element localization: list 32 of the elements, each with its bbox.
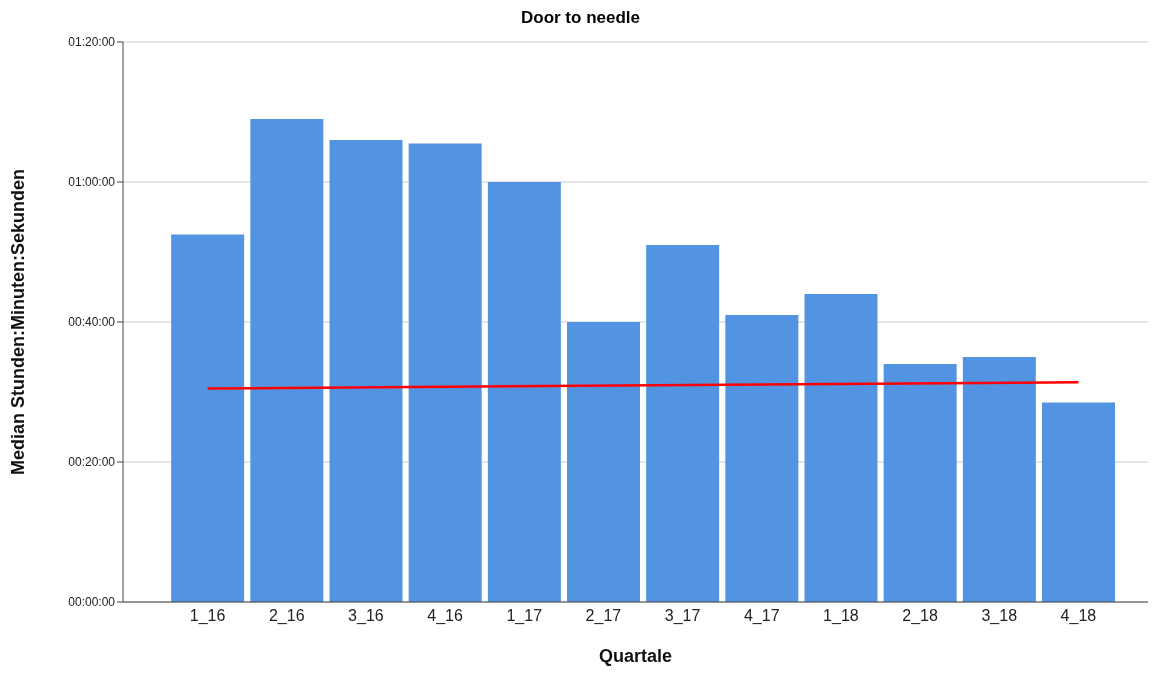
x-tick-label: 3_18: [981, 607, 1018, 626]
x-tick-label: 3_17: [664, 607, 701, 626]
x-tick-label: 4_17: [743, 607, 780, 626]
x-tick-label: 1_16: [189, 607, 226, 626]
y-tick-label: 00:20:00: [68, 455, 116, 470]
x-tick-label: 1_17: [506, 607, 543, 626]
bar: [646, 245, 720, 602]
y-tick-label: 00:40:00: [68, 315, 116, 330]
y-axis-title: Median Stunden:Minuten:Sekunden: [8, 169, 29, 475]
bar: [804, 294, 878, 602]
bar: [487, 182, 561, 602]
x-tick-label: 3_16: [348, 607, 384, 626]
x-axis-title: Quartale: [598, 646, 673, 666]
bar: [1042, 402, 1115, 602]
y-tick-label: 00:00:00: [68, 595, 116, 610]
bar: [171, 234, 245, 602]
bar: [725, 315, 799, 602]
bar: [250, 119, 324, 602]
x-tick-label: 1_18: [823, 607, 859, 626]
bar: [883, 364, 957, 602]
x-tick-label: 2_18: [902, 607, 938, 626]
bar: [962, 357, 1036, 602]
x-tick-label: 4_16: [427, 607, 463, 626]
bar: [567, 322, 640, 602]
x-tick-label: 4_18: [1060, 607, 1097, 626]
bar: [329, 140, 403, 602]
y-tick-label: 01:20:00: [68, 35, 116, 50]
y-tick-label: 01:00:00: [68, 175, 116, 190]
chart-title: Door to needle: [520, 8, 641, 29]
x-tick-label: 2_17: [585, 607, 622, 626]
x-tick-label: 2_16: [268, 607, 305, 626]
bar: [408, 143, 482, 602]
